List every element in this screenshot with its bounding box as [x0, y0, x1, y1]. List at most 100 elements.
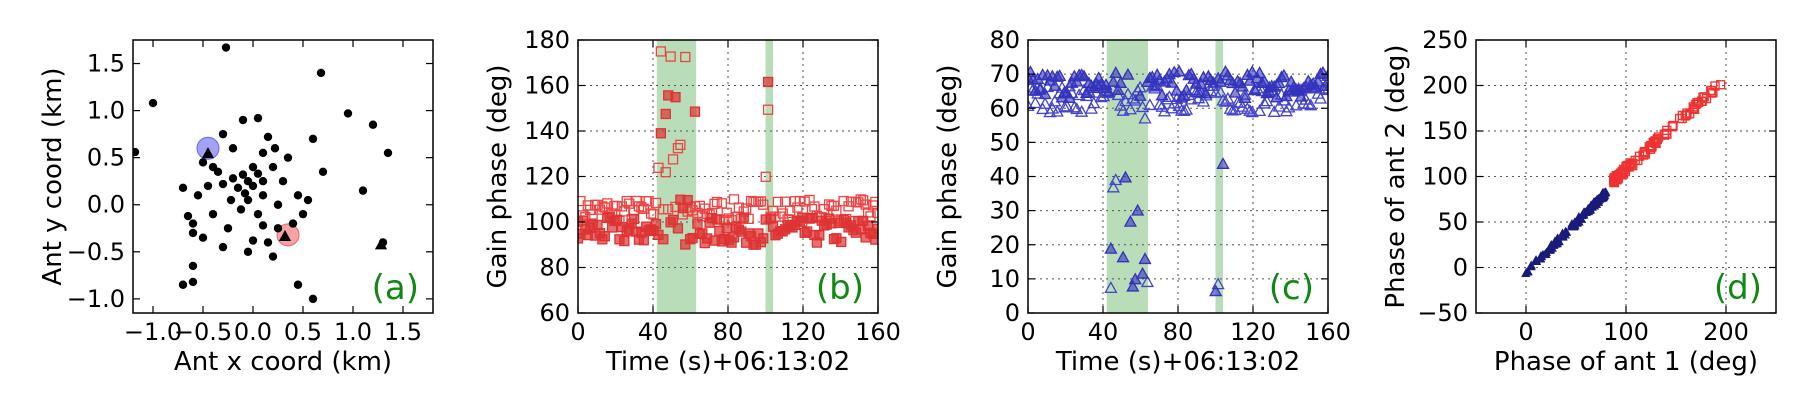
open-triangle-point — [1038, 96, 1052, 109]
open-triangle-point — [1067, 100, 1081, 113]
y-tick-label: 50 — [989, 128, 1020, 156]
filled-triangle-point — [1311, 74, 1325, 87]
open-triangle-point — [1301, 97, 1315, 110]
square-point — [1706, 86, 1716, 96]
plot-area — [578, 46, 878, 250]
filled-triangle-point — [1028, 65, 1038, 78]
y-axis-label: Ant y coord (km) — [38, 67, 68, 285]
x-tick-label: 80 — [1163, 318, 1194, 346]
filled-square-point — [692, 218, 703, 229]
antenna-point — [318, 167, 328, 176]
x-tick-label: 80 — [713, 318, 744, 346]
antenna-point — [258, 148, 268, 158]
antenna-point — [238, 170, 248, 179]
y-tick-label: −50 — [1417, 299, 1468, 327]
filled-triangle-point — [1048, 78, 1062, 91]
filled-square-point — [628, 213, 640, 225]
square-point — [1652, 134, 1663, 144]
triangle-point — [1561, 226, 1571, 236]
antenna-point — [248, 162, 258, 172]
open-triangle-point — [1138, 111, 1152, 124]
filled-square-point — [650, 218, 662, 230]
filled-triangle-point — [1106, 74, 1120, 87]
filled-square-point — [762, 76, 774, 88]
open-square-point — [709, 198, 720, 210]
filled-square-point — [758, 233, 769, 244]
antenna-point — [258, 177, 268, 186]
antenna-point — [243, 247, 253, 257]
filled-triangle-point — [1104, 241, 1118, 254]
antenna-point — [238, 115, 248, 125]
filled-triangle-point — [1123, 214, 1137, 227]
filled-triangle-point — [1318, 79, 1328, 91]
antenna-point — [188, 277, 198, 287]
chart-3: 0 100 200 −50 0 50 100 150 200 250 Phase of ant 1 … — [1381, 26, 1777, 377]
square-point — [1617, 166, 1627, 177]
open-square-point — [755, 196, 766, 207]
antenna-point — [233, 183, 243, 192]
open-square-point — [660, 167, 671, 178]
antenna-point — [208, 209, 218, 219]
triangle-point — [1521, 268, 1531, 277]
filled-triangle-point — [1194, 77, 1208, 90]
open-square-point — [762, 104, 774, 115]
filled-triangle-point — [1248, 83, 1262, 96]
square-point — [1609, 175, 1619, 185]
y-tick-label: 60 — [539, 299, 570, 327]
open-square-point — [758, 199, 769, 210]
open-triangle-point — [1221, 91, 1235, 104]
open-triangle-point — [1057, 100, 1072, 113]
antenna-point — [253, 169, 263, 178]
x-tick-label: 120 — [780, 318, 826, 346]
x-tick-label: 200 — [1703, 318, 1749, 346]
y-tick-label: 180 — [524, 26, 570, 54]
x-tick-label: 0.5 — [284, 318, 322, 346]
open-triangle-point — [1218, 94, 1233, 107]
open-square-point — [672, 143, 684, 154]
open-triangle-point — [1109, 173, 1123, 186]
y-tick-label: 20 — [989, 231, 1020, 259]
open-square-point — [665, 51, 676, 62]
filled-triangle-point — [1179, 83, 1194, 96]
filled-square-point — [682, 194, 693, 206]
triangle-point — [1567, 221, 1577, 230]
antenna-point — [203, 181, 213, 191]
open-square-point — [775, 211, 786, 222]
filled-triangle-point — [1118, 170, 1133, 183]
filled-triangle-point — [1062, 91, 1077, 103]
antenna-point — [183, 211, 193, 221]
x-tick-label: 0 — [570, 318, 585, 346]
filled-triangle-point — [1257, 74, 1272, 87]
y-tick-label: 120 — [524, 163, 570, 191]
antenna-point — [221, 43, 231, 52]
x-tick-label: 40 — [1088, 318, 1119, 346]
antenna-point — [218, 242, 228, 252]
square-point — [1677, 113, 1687, 124]
open-triangle-point — [1162, 90, 1176, 102]
antenna-point — [218, 179, 228, 189]
antenna-point — [236, 205, 246, 214]
y-tick-label: 0.5 — [87, 144, 125, 172]
triangle-point — [1589, 197, 1599, 207]
y-tick-label: 0 — [1005, 299, 1020, 327]
y-tick-label: 1.0 — [87, 97, 125, 125]
open-square-point — [602, 198, 613, 209]
open-triangle-point — [1240, 101, 1254, 114]
filled-triangle-point — [1199, 86, 1213, 99]
x-tick-label: 0 — [1518, 318, 1533, 346]
x-tick-label: 120 — [1230, 318, 1276, 346]
antenna-point — [298, 209, 308, 219]
filled-square-point — [738, 212, 749, 223]
chart-0: −1.0−0.5 0.0 0.5 1.0 1.5−1.0−0.50.00.51.01.5… — [38, 39, 434, 377]
y-tick-label: 70 — [989, 60, 1020, 88]
filled-triangle-point — [1101, 85, 1116, 97]
antenna-point — [273, 224, 283, 233]
antenna-point — [133, 147, 140, 157]
open-square-point — [792, 202, 803, 213]
panel-label: (a) — [372, 268, 419, 308]
x-tick-label: 40 — [638, 318, 669, 346]
plot-area — [1028, 64, 1328, 297]
y-tick-label: 160 — [524, 72, 570, 100]
y-tick-label: 40 — [989, 163, 1020, 191]
